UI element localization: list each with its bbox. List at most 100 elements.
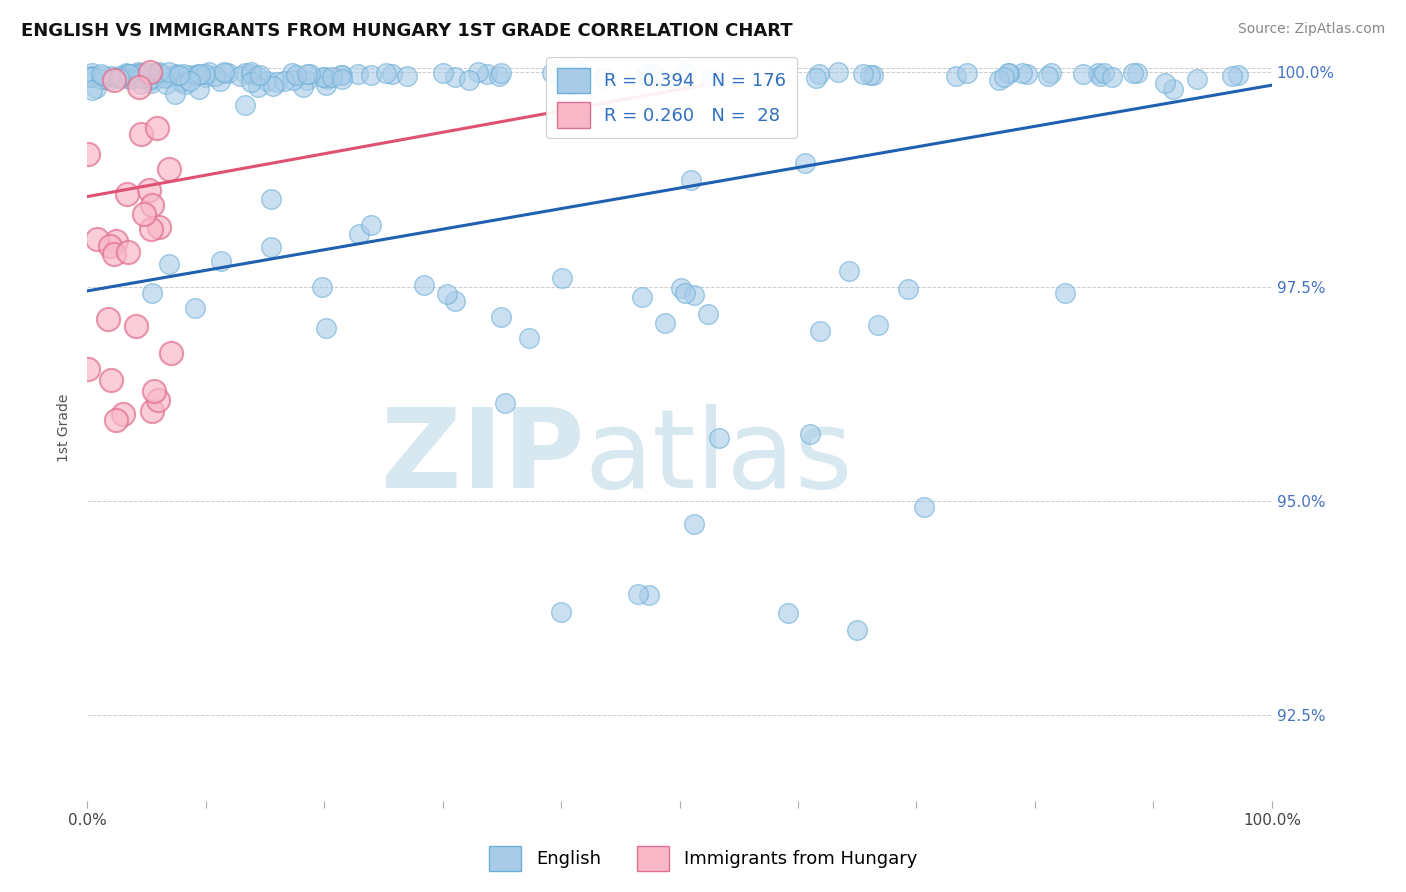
Point bbox=[1017, 67, 1039, 81]
Point bbox=[808, 324, 831, 338]
Point bbox=[314, 70, 336, 84]
Point bbox=[108, 71, 131, 86]
Point bbox=[280, 65, 302, 79]
Point bbox=[560, 78, 582, 92]
Point bbox=[804, 70, 827, 85]
Point bbox=[97, 73, 120, 87]
Point bbox=[360, 68, 382, 82]
Point bbox=[148, 219, 170, 234]
Point bbox=[852, 67, 875, 81]
Point bbox=[187, 67, 209, 81]
Point bbox=[141, 286, 163, 301]
Point bbox=[150, 67, 173, 81]
Point bbox=[330, 72, 353, 87]
Point bbox=[467, 65, 489, 79]
Point bbox=[127, 65, 149, 79]
Point bbox=[1163, 82, 1185, 96]
Point bbox=[381, 67, 404, 81]
Point bbox=[707, 431, 730, 445]
Point bbox=[494, 396, 516, 410]
Point bbox=[683, 288, 706, 302]
Point bbox=[100, 373, 122, 387]
Point bbox=[115, 67, 138, 81]
Point bbox=[163, 87, 186, 101]
Point bbox=[129, 128, 152, 142]
Point bbox=[281, 73, 304, 87]
Point bbox=[118, 71, 141, 86]
Point bbox=[643, 68, 665, 82]
Point bbox=[808, 67, 831, 81]
Point bbox=[204, 70, 226, 84]
Point bbox=[679, 173, 702, 187]
Point bbox=[673, 66, 696, 80]
Point bbox=[141, 71, 163, 86]
Point bbox=[1126, 66, 1149, 80]
Point bbox=[212, 65, 235, 79]
Point bbox=[129, 71, 152, 86]
Point bbox=[139, 76, 162, 90]
Point bbox=[360, 218, 382, 232]
Point bbox=[1226, 68, 1249, 82]
Point bbox=[997, 66, 1019, 80]
Point bbox=[239, 65, 262, 79]
Point bbox=[77, 362, 100, 376]
Point bbox=[295, 67, 318, 81]
Point bbox=[212, 65, 235, 79]
Point bbox=[987, 73, 1010, 87]
Point bbox=[128, 79, 150, 94]
Point bbox=[298, 68, 321, 82]
Point bbox=[179, 74, 201, 88]
Point bbox=[273, 74, 295, 88]
Text: ENGLISH VS IMMIGRANTS FROM HUNGARY 1ST GRADE CORRELATION CHART: ENGLISH VS IMMIGRANTS FROM HUNGARY 1ST G… bbox=[21, 22, 793, 40]
Point bbox=[1101, 70, 1123, 85]
Point bbox=[1054, 286, 1077, 301]
Point bbox=[249, 69, 271, 83]
Point bbox=[489, 310, 512, 324]
Point bbox=[105, 234, 128, 248]
Point bbox=[155, 77, 177, 91]
Point bbox=[159, 65, 181, 79]
Point bbox=[347, 67, 370, 81]
Point bbox=[77, 146, 100, 161]
Point bbox=[165, 68, 187, 82]
Point bbox=[262, 79, 284, 94]
Point bbox=[80, 69, 103, 83]
Point bbox=[165, 67, 187, 81]
Point bbox=[291, 80, 314, 95]
Point bbox=[673, 286, 696, 301]
Point bbox=[115, 66, 138, 80]
Point bbox=[103, 72, 125, 87]
Point bbox=[138, 65, 160, 79]
Point bbox=[1154, 76, 1177, 90]
Legend: English, Immigrants from Hungary: English, Immigrants from Hungary bbox=[482, 838, 924, 879]
Legend: R = 0.394   N = 176, R = 0.260   N =  28: R = 0.394 N = 176, R = 0.260 N = 28 bbox=[547, 57, 797, 138]
Point bbox=[256, 74, 278, 88]
Point bbox=[568, 66, 591, 80]
Point bbox=[118, 69, 141, 83]
Point bbox=[141, 197, 163, 211]
Point bbox=[217, 66, 239, 80]
Point bbox=[139, 222, 162, 236]
Point bbox=[233, 66, 256, 80]
Point bbox=[167, 68, 190, 82]
Point bbox=[945, 69, 967, 83]
Point bbox=[1121, 66, 1143, 80]
Point bbox=[457, 73, 479, 87]
Point bbox=[143, 65, 166, 79]
Point bbox=[188, 82, 211, 96]
Point bbox=[1071, 67, 1094, 81]
Point bbox=[375, 65, 398, 79]
Point bbox=[157, 257, 180, 271]
Point bbox=[436, 287, 458, 301]
Point bbox=[993, 70, 1015, 85]
Point bbox=[776, 606, 799, 620]
Point bbox=[347, 227, 370, 242]
Point bbox=[172, 67, 194, 81]
Point bbox=[671, 280, 693, 294]
Point bbox=[108, 71, 131, 86]
Point bbox=[837, 264, 859, 278]
Point bbox=[194, 70, 217, 84]
Point bbox=[315, 78, 337, 92]
Point bbox=[827, 65, 849, 79]
Point bbox=[177, 68, 200, 82]
